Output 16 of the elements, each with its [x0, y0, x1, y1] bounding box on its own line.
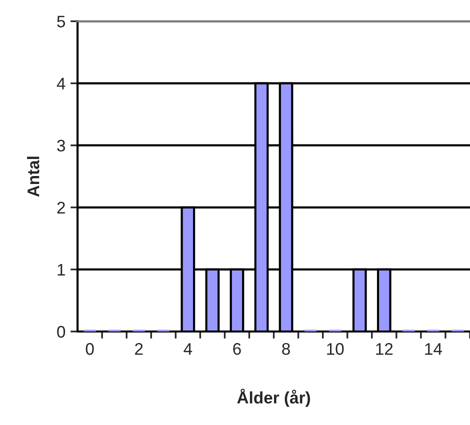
y-tick-label: 3: [57, 140, 66, 152]
x-tick-label: 14: [425, 343, 442, 355]
x-axis-title: Ålder (år): [237, 388, 310, 407]
y-tick-label: 2: [57, 202, 65, 214]
x-tick-label: 6: [233, 343, 241, 355]
x-tick-label: 0: [86, 343, 94, 355]
x-tick-label: 12: [376, 343, 393, 355]
x-tick-label: 10: [327, 343, 344, 355]
x-tick-label: 4: [184, 343, 192, 355]
y-tick-label: 4: [56, 78, 66, 90]
x-tick-label: 8: [282, 343, 290, 355]
y-axis-title: Antal: [27, 156, 40, 197]
y-tick-label: 5: [57, 16, 66, 28]
x-tick-label: 2: [135, 343, 143, 355]
y-tick-label: 0: [57, 326, 66, 338]
y-tick-label: 1: [58, 264, 65, 276]
